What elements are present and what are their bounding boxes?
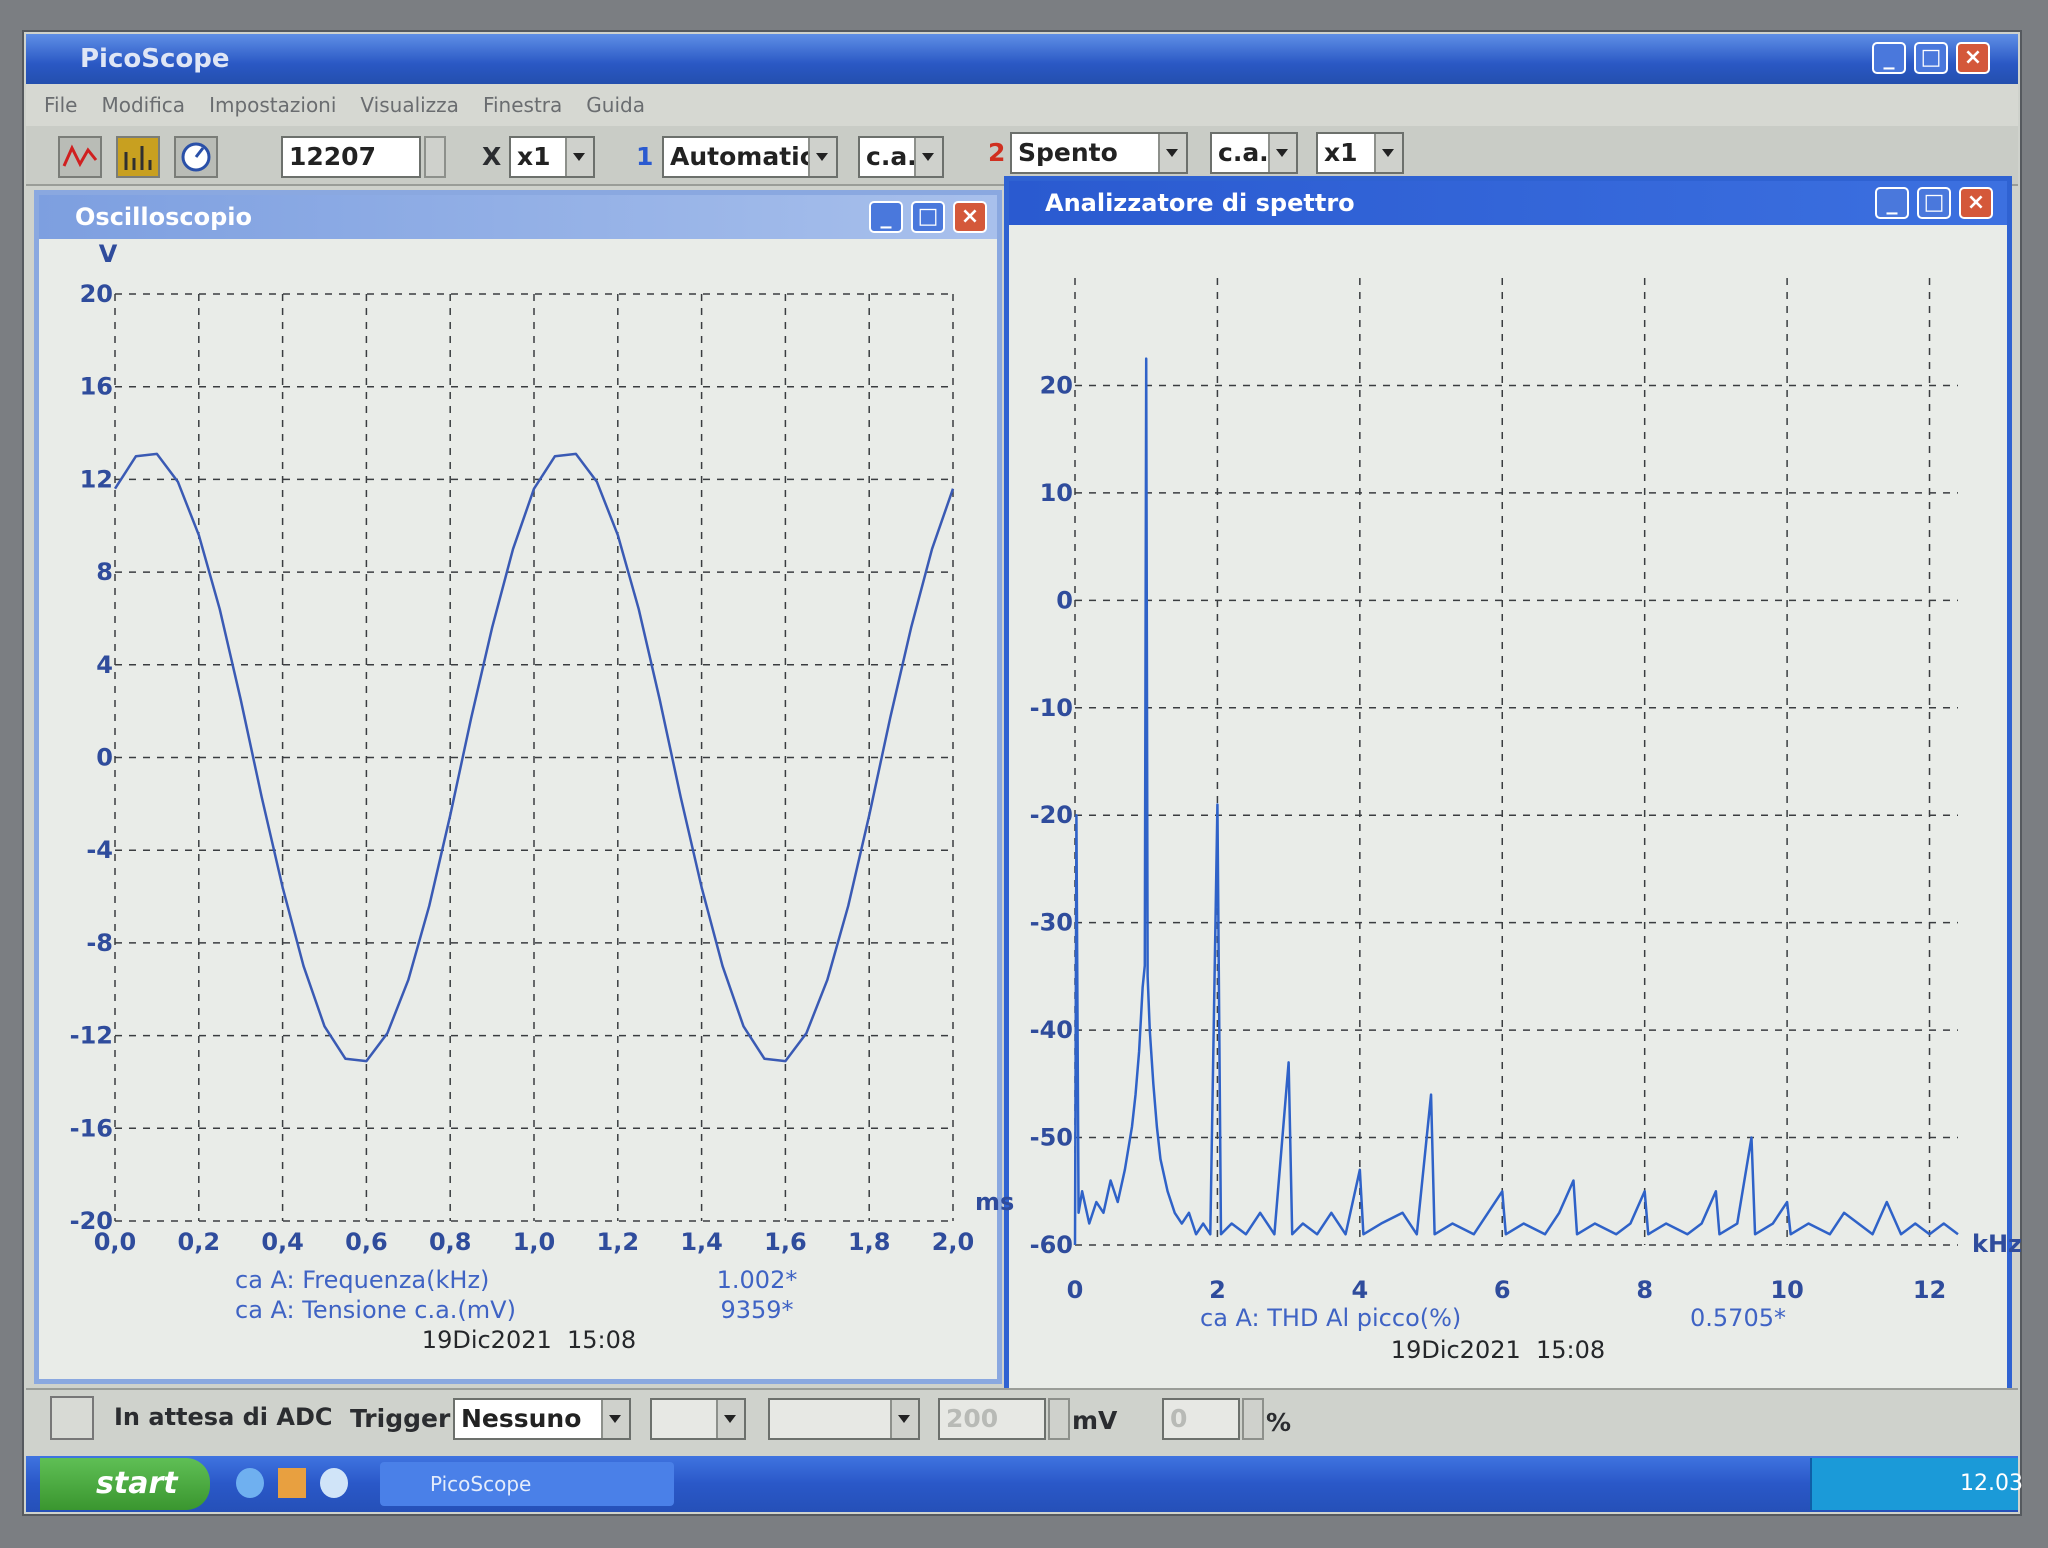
- dropdown-arrow: [601, 1400, 629, 1438]
- select-text: c.a.: [866, 142, 917, 171]
- delay-input[interactable]: 0: [1162, 1398, 1240, 1440]
- quicklaunch-icon[interactable]: [278, 1468, 306, 1498]
- ch2-mult-select[interactable]: x1: [1316, 132, 1404, 174]
- start-button[interactable]: start: [40, 1458, 210, 1510]
- select-text: x1: [1324, 138, 1358, 167]
- delay-unit: %: [1266, 1408, 1292, 1437]
- ch1-range-select[interactable]: Automatico: [662, 136, 838, 178]
- meter-button[interactable]: [174, 136, 218, 178]
- x-label: X: [482, 142, 502, 171]
- menu-item[interactable]: Modifica: [101, 93, 186, 117]
- dropdown-arrow: [1158, 134, 1186, 172]
- select-text: Automatico: [670, 142, 832, 171]
- select-text: x1: [517, 142, 551, 171]
- taskbar-task[interactable]: PicoScope: [380, 1462, 674, 1506]
- spectrum-button[interactable]: [116, 136, 160, 178]
- trigger-select[interactable]: Nessuno: [453, 1398, 631, 1440]
- maximize-button[interactable]: □: [1914, 42, 1948, 74]
- status-checkbox[interactable]: [50, 1396, 94, 1440]
- spinner[interactable]: [1242, 1398, 1264, 1440]
- menu-bar: File Modifica Impostazioni Visualizza Fi…: [26, 84, 2018, 126]
- maximize-button[interactable]: □: [911, 201, 945, 233]
- maximize-button[interactable]: □: [1917, 187, 1951, 219]
- channel-label: 2: [988, 138, 1006, 167]
- spinner[interactable]: [1048, 1398, 1070, 1440]
- select-text: c.a.: [1218, 138, 1269, 167]
- minimize-button[interactable]: _: [1872, 42, 1906, 74]
- menu-item[interactable]: File: [44, 93, 78, 117]
- quicklaunch-icon[interactable]: [320, 1468, 348, 1498]
- channel-label: 1: [636, 142, 654, 171]
- dropdown-arrow: [565, 138, 593, 176]
- ch2-coupling-select[interactable]: c.a.: [1210, 132, 1298, 174]
- dropdown-arrow: [1374, 134, 1402, 172]
- icon: [62, 144, 98, 168]
- window-title: Oscilloscopio: [39, 195, 997, 239]
- minimize-button[interactable]: _: [869, 201, 903, 233]
- menu-item[interactable]: Finestra: [482, 93, 563, 117]
- close-button[interactable]: ×: [1959, 187, 1993, 219]
- status-text: In attesa di ADC: [114, 1403, 333, 1431]
- select-text: Spento: [1018, 138, 1118, 167]
- icon: [181, 142, 211, 172]
- trigger-channel-select[interactable]: [650, 1398, 746, 1440]
- threshold-input[interactable]: 200: [938, 1398, 1046, 1440]
- dropdown-arrow: [716, 1400, 744, 1438]
- close-button[interactable]: ×: [1956, 42, 1990, 74]
- dropdown-arrow: [914, 138, 942, 176]
- icon: [118, 138, 158, 176]
- quicklaunch-icon[interactable]: [236, 1468, 264, 1498]
- oscilloscope-window: Oscilloscopio _ □ ×: [34, 190, 1002, 1384]
- samples-input[interactable]: 12207: [281, 136, 421, 178]
- close-button[interactable]: ×: [953, 201, 987, 233]
- menu-item[interactable]: Guida: [586, 93, 645, 117]
- window-title: Analizzatore di spettro: [1009, 181, 2007, 225]
- dropdown-arrow: [808, 138, 836, 176]
- threshold-unit: mV: [1072, 1406, 1118, 1435]
- minimize-button[interactable]: _: [1875, 187, 1909, 219]
- ch2-range-select[interactable]: Spento: [1010, 132, 1188, 174]
- x-mult-select[interactable]: x1: [509, 136, 595, 178]
- trigger-edge-select[interactable]: [768, 1398, 920, 1440]
- dropdown-arrow: [1268, 134, 1296, 172]
- spectrum-window: Analizzatore di spettro _ □ ×: [1004, 176, 2012, 1394]
- ch1-coupling-select[interactable]: c.a.: [858, 136, 944, 178]
- trigger-label: Trigger: [350, 1404, 451, 1433]
- menu-item[interactable]: Impostazioni: [209, 93, 337, 117]
- system-tray: 12.03: [1810, 1458, 2023, 1510]
- dropdown-arrow: [890, 1400, 918, 1438]
- spinner[interactable]: [424, 136, 446, 178]
- app-title: PicoScope: [26, 34, 2018, 84]
- menu-item[interactable]: Visualizza: [360, 93, 459, 117]
- select-text: Nessuno: [461, 1404, 582, 1433]
- scope-button[interactable]: [58, 136, 102, 178]
- taskbar: [26, 1456, 2018, 1512]
